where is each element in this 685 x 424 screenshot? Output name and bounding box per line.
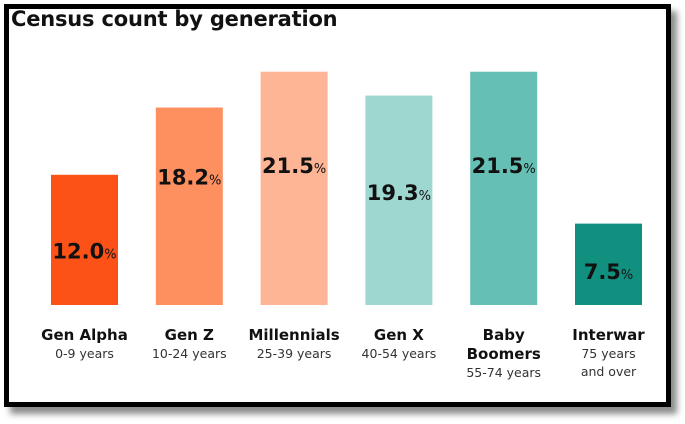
category-subtitle: 25-39 years xyxy=(257,346,332,361)
category-subtitle: and over xyxy=(581,364,637,379)
category-label: Gen X xyxy=(374,326,424,344)
category-subtitle: 75 years xyxy=(581,346,635,361)
value-label: 19.3% xyxy=(367,181,431,205)
value-label: 7.5% xyxy=(584,260,634,284)
bar-gen-x xyxy=(365,95,433,305)
category-subtitle: 40-54 years xyxy=(362,346,437,361)
category-subtitle: 0-9 years xyxy=(55,346,114,361)
bar-gen-z xyxy=(155,107,223,305)
chart-title: Census count by generation xyxy=(11,7,338,31)
category-subtitle: 10-24 years xyxy=(152,346,227,361)
category-label: Millennials xyxy=(248,326,339,344)
bar-baby-boomers xyxy=(470,71,538,305)
category-label: Baby xyxy=(483,326,525,344)
value-label: 21.5% xyxy=(262,154,326,178)
value-label: 18.2% xyxy=(157,166,221,190)
bar-millennials xyxy=(260,71,328,305)
category-label: Gen Z xyxy=(165,326,214,344)
category-label: Gen Alpha xyxy=(41,326,128,344)
value-label: 12.0% xyxy=(52,239,116,263)
value-label: 21.5% xyxy=(472,154,536,178)
category-subtitle: 55-74 years xyxy=(466,365,541,380)
category-label: Boomers xyxy=(467,345,541,363)
category-label: Interwar xyxy=(572,326,645,344)
bar-gen-alpha xyxy=(51,174,118,305)
bar-interwar xyxy=(575,223,642,305)
